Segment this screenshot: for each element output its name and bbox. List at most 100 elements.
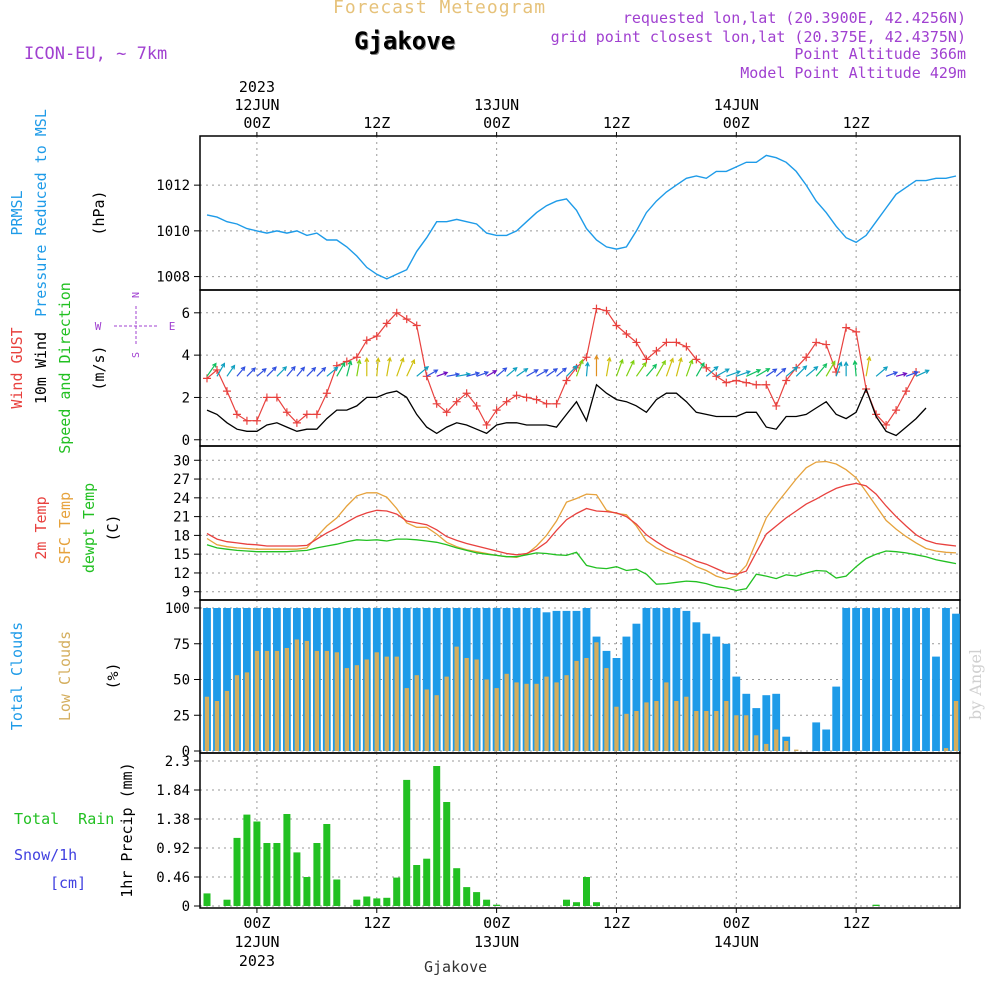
total-cloud-bar	[862, 608, 870, 751]
wind-direction-arrow	[326, 366, 339, 377]
low-cloud-bar	[953, 701, 959, 751]
total-cloud-bar	[552, 610, 561, 751]
wind-direction-arrow	[546, 368, 559, 377]
gust-point	[882, 420, 891, 429]
wind-direction-arrow	[835, 361, 843, 377]
wind-direction-arrow	[296, 366, 306, 377]
ytick-label: 0	[182, 899, 190, 915]
gust-point	[212, 365, 221, 374]
bottom-time-label: 2023	[239, 952, 275, 970]
total-cloud-bar	[832, 686, 841, 751]
rain-bar	[433, 766, 441, 906]
compass-s: S	[131, 352, 142, 358]
low-cloud-bar	[794, 749, 799, 751]
pressure-unit: (hPa)	[90, 190, 108, 235]
wind-direction-arrow	[575, 358, 584, 377]
wind-direction-arrow	[765, 368, 778, 377]
wind-direction-arrow	[396, 357, 405, 377]
model-label: ICON-EU, ~ 7km	[24, 44, 168, 64]
wind-direction-arrow	[843, 361, 849, 377]
gust-point	[542, 399, 551, 408]
low-cloud-bar	[314, 650, 319, 751]
bottom-time-label: 12JUN	[234, 933, 279, 951]
low-cloud-bar	[774, 729, 779, 751]
low-cloud-bar	[784, 741, 789, 751]
total-cloud-bar	[632, 623, 641, 751]
gust-point	[722, 378, 731, 387]
total-cloud-bar	[772, 693, 781, 751]
gust-point	[252, 416, 261, 425]
wind-speed-line	[206, 383, 927, 437]
low-cloud-bar	[254, 650, 260, 751]
wind-direction-arrow	[506, 366, 518, 377]
ytick-label: 15	[173, 547, 190, 563]
low-cloud-bar	[694, 711, 699, 751]
total-cloud-bar	[762, 695, 771, 751]
low-cloud-bar	[284, 648, 289, 751]
low-clouds-label: Low Clouds	[56, 631, 74, 721]
clouds-unit: (%)	[104, 662, 122, 689]
gust-point	[412, 321, 421, 330]
gust-point	[402, 315, 411, 324]
gust-point	[622, 329, 631, 338]
low-cloud-bar	[943, 748, 949, 751]
wind-direction-arrow	[226, 364, 236, 377]
gust-point	[502, 397, 511, 406]
temp-sfc-label: SFC Temp	[56, 492, 74, 564]
total-cloud-bar	[912, 608, 920, 751]
total-cloud-bar	[732, 676, 741, 751]
ytick-label: 50	[173, 673, 190, 689]
top-time-label: 12Z	[363, 114, 390, 132]
gust-point	[342, 357, 351, 366]
wind-direction-arrow	[476, 371, 490, 377]
rain-bar	[493, 904, 501, 906]
gust-point	[742, 378, 751, 387]
rain-bar	[223, 899, 231, 906]
wind-direction-arrow	[436, 371, 449, 377]
ytick-label: 24	[173, 491, 190, 507]
top-time-label: 12Z	[603, 114, 630, 132]
low-cloud-bar	[764, 743, 769, 751]
gust-point	[312, 410, 321, 419]
snow-unit-label: [cm]	[50, 874, 86, 892]
low-cloud-bar	[244, 672, 250, 751]
pressure-panel: 1008 1010 1012	[156, 135, 961, 291]
total-cloud-bar	[522, 608, 531, 751]
low-cloud-bar	[414, 675, 419, 751]
wind-direction-arrow	[496, 367, 508, 377]
gust-point	[272, 393, 281, 402]
total-rain-label: Total Rain	[14, 810, 114, 828]
bottom-time-label: 14JUN	[714, 933, 759, 951]
wind-direction-arrow	[746, 369, 762, 377]
gust-point	[812, 338, 821, 347]
rain-bar	[363, 896, 371, 906]
gust-point	[522, 393, 531, 402]
requested-coords: requested lon,lat (20.3900E, 42.4256N)	[622, 9, 966, 27]
low-cloud-bar	[384, 656, 389, 751]
wind-direction-arrow	[426, 369, 439, 377]
ytick-label: 1010	[156, 224, 190, 240]
wind-direction-arrow	[685, 358, 694, 377]
rain-bar	[303, 877, 311, 906]
total-cloud-bar	[612, 658, 621, 751]
low-cloud-bar	[494, 688, 499, 751]
wind-direction-arrow	[615, 358, 624, 377]
gust-point	[762, 380, 771, 389]
rain-bar	[313, 843, 321, 906]
gust-point	[692, 355, 701, 364]
top-time-label: 00Z	[723, 114, 750, 132]
ytick-label: 9	[182, 585, 190, 601]
low-cloud-bar	[664, 682, 669, 751]
rain-bar	[393, 877, 401, 906]
ytick-label: 21	[173, 510, 190, 526]
wind-direction-arrow	[905, 370, 919, 377]
top-time-label: 12JUN	[234, 96, 279, 114]
rain-bar	[573, 902, 580, 906]
low-cloud-bar	[604, 668, 609, 751]
gust-point	[372, 332, 381, 341]
rain-bar	[463, 887, 471, 906]
low-cloud-bar	[234, 675, 240, 751]
rain-bar	[263, 843, 271, 906]
total-cloud-bar	[203, 608, 211, 751]
wind-direction-arrow	[306, 366, 317, 377]
